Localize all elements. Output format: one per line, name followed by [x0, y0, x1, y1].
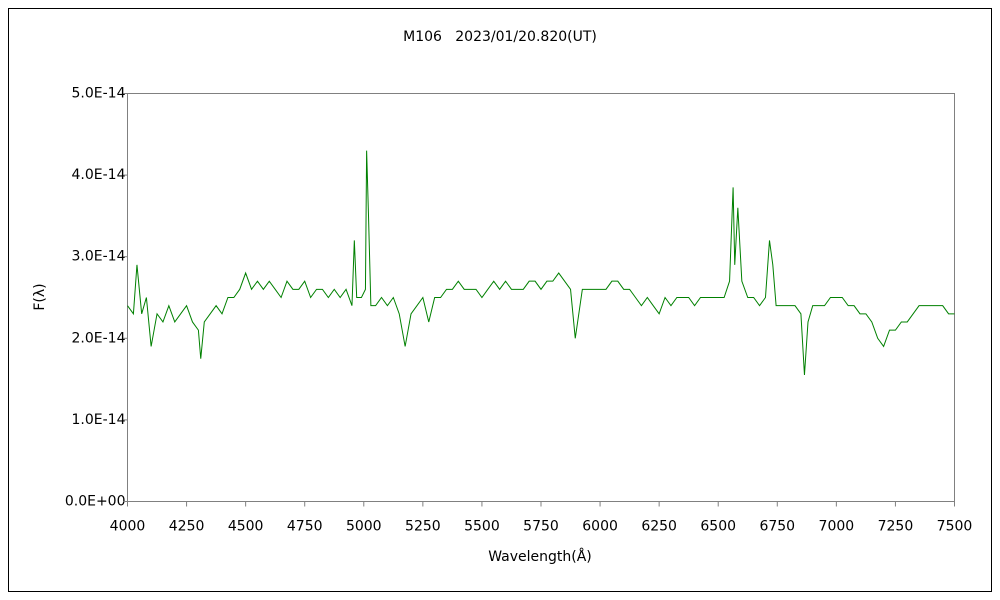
x-tick-label: 4750 [287, 519, 323, 535]
y-tick-label: 2.0E-14 [72, 330, 126, 346]
y-tick-label: 4.0E-14 [72, 167, 126, 183]
plot-area [127, 93, 955, 502]
y-tick-label: 1.0E-14 [72, 412, 126, 428]
x-tick-label: 5750 [523, 519, 559, 535]
chart-title: M106 2023/01/20.820(UT) [403, 29, 597, 45]
x-tick-label: 4500 [228, 519, 264, 535]
x-tick-label: 5500 [464, 519, 500, 535]
x-tick-label: 7250 [878, 519, 914, 535]
x-tick-label: 6250 [641, 519, 677, 535]
x-tick-label: 4000 [110, 519, 146, 535]
x-tick-label: 5250 [405, 519, 441, 535]
spectrum-line [127, 150, 955, 376]
x-tick-label: 7000 [819, 519, 855, 535]
y-tick-label: 3.0E-14 [72, 249, 126, 265]
y-axis-label: F(λ) [32, 283, 48, 310]
x-tick-label: 6500 [700, 519, 736, 535]
x-tick-label: 7500 [937, 519, 973, 535]
x-tick-label: 6750 [759, 519, 795, 535]
x-axis-label: Wavelength(Å) [488, 548, 592, 565]
y-tick-label: 5.0E-14 [72, 86, 126, 102]
y-tick-label: 0.0E+00 [65, 494, 126, 510]
x-tick-label: 6000 [582, 519, 618, 535]
x-tick-label: 5000 [346, 519, 382, 535]
x-tick-label: 4250 [169, 519, 205, 535]
